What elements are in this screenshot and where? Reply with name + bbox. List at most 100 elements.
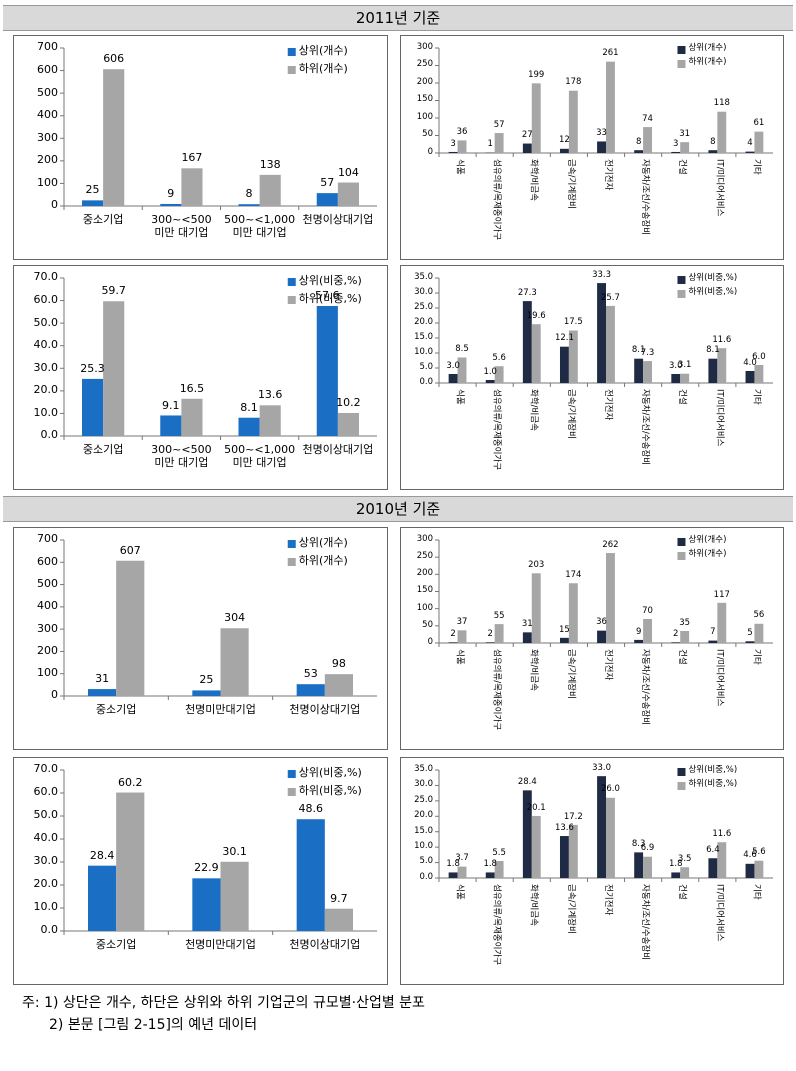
data-label: 3.0 xyxy=(669,360,683,371)
bar xyxy=(316,305,338,436)
y-tick-label: 0 xyxy=(427,636,433,647)
data-label: 8.3 xyxy=(631,839,646,850)
bar xyxy=(597,283,606,383)
y-tick-label: 400 xyxy=(37,599,58,613)
legend-swatch xyxy=(287,558,296,566)
x-tick-label: 기타 xyxy=(751,884,762,900)
data-label: 117 xyxy=(713,589,730,600)
chart-panel: 0.0 10.0 20.0 30.0 40.0 50.0 60.0 70.0 중소기업 25.3 5… xyxy=(13,265,388,490)
y-tick-label: 25.0 xyxy=(414,794,433,805)
note: 1) 상단은 개수, 하단은 상위와 하위 기업군의 규모별·산업별 분포 xyxy=(44,995,425,1011)
x-tick-label: 천명이상대기업 xyxy=(289,938,361,951)
y-tick-label: 100 xyxy=(37,666,58,680)
y-tick-label: 20.0 xyxy=(414,810,433,821)
data-label: 60.2 xyxy=(118,775,143,789)
x-tick-label: 전기전자 xyxy=(602,389,613,421)
bar xyxy=(680,867,690,878)
data-label: 7 xyxy=(710,627,716,638)
y-tick-label: 50 xyxy=(422,619,433,630)
bar xyxy=(745,371,755,383)
data-label: 31 xyxy=(95,672,110,686)
x-tick-label: 화학/비금속 xyxy=(528,159,539,201)
y-tick-label: 100 xyxy=(37,175,58,189)
data-label: 12.1 xyxy=(554,333,574,344)
y-tick-label: 100 xyxy=(416,111,433,122)
bar xyxy=(708,858,718,878)
y-tick-label: 35.0 xyxy=(414,763,433,774)
bar xyxy=(160,415,182,436)
y-tick-label: 300 xyxy=(37,130,58,144)
data-label: 199 xyxy=(528,70,545,81)
bar xyxy=(745,641,755,643)
x-tick-label: IT/미디어서비스 xyxy=(714,389,725,447)
x-tick-label: 중소기업 xyxy=(95,938,137,951)
legend-label: 상위(개수) xyxy=(688,43,727,54)
x-tick-label: 식품 xyxy=(454,649,465,665)
chart-plot xyxy=(60,769,377,935)
y-tick-label: 70.0 xyxy=(33,270,59,284)
chart-plot xyxy=(435,768,773,882)
data-label: 11.6 xyxy=(712,828,732,839)
data-label: 3.5 xyxy=(677,853,692,864)
legend-label: 하위(개수) xyxy=(688,57,727,68)
legend-label: 상위(비중,%) xyxy=(688,273,738,284)
y-tick-label: 300 xyxy=(416,533,433,544)
y-tick-label: 300 xyxy=(416,41,433,52)
legend-swatch xyxy=(287,278,296,286)
data-label: 2 xyxy=(673,628,679,639)
y-tick-label: 500 xyxy=(37,85,58,99)
data-label: 17.5 xyxy=(563,317,583,328)
bar xyxy=(745,863,755,878)
x-tick-label: 화학/비금속 xyxy=(528,649,539,691)
y-tick-label: 15.0 xyxy=(414,825,433,836)
x-tick-label: 자동차/조선/수송장비 xyxy=(640,649,651,726)
bar xyxy=(606,553,615,643)
legend-swatch xyxy=(287,540,296,548)
data-label: 7.3 xyxy=(640,347,655,358)
data-label: 9.1 xyxy=(162,398,180,412)
y-tick-label: 30.0 xyxy=(414,286,433,297)
data-label: 5 xyxy=(747,627,753,638)
legend-label: 상위(개수) xyxy=(298,535,348,549)
x-tick-label: IT/미디어서비스 xyxy=(714,159,725,217)
y-tick-label: 20.0 xyxy=(33,877,59,891)
data-label: 57.6 xyxy=(315,289,340,303)
x-tick-label: 건설 xyxy=(677,884,688,900)
data-label: 607 xyxy=(119,543,141,557)
bar xyxy=(643,127,653,153)
y-tick-label: 0.0 xyxy=(40,428,59,442)
data-label: 57 xyxy=(320,176,335,190)
x-tick-label: 식품 xyxy=(454,884,465,900)
data-label: 8.1 xyxy=(631,345,646,356)
bar xyxy=(559,836,569,878)
legend-label: 하위(개수) xyxy=(298,553,348,567)
bar xyxy=(238,417,260,436)
y-tick-label: 30.0 xyxy=(33,360,59,374)
x-tick-label: 500~<1,000 미만 대기업 xyxy=(224,213,296,239)
data-label: 27 xyxy=(521,130,533,141)
y-tick-label: 0.0 xyxy=(40,923,59,937)
bar xyxy=(597,141,606,153)
y-tick-label: 0.0 xyxy=(419,871,433,882)
y-tick-label: 600 xyxy=(37,554,58,568)
chart-plot xyxy=(435,46,773,157)
data-label: 61 xyxy=(753,118,765,129)
bar xyxy=(324,908,354,931)
x-tick-label: 화학/비금속 xyxy=(528,884,539,926)
bar xyxy=(337,412,360,436)
legend-swatch xyxy=(677,276,686,284)
section-header: 2010년 기준 xyxy=(3,496,793,522)
bar xyxy=(708,640,718,643)
bar xyxy=(103,301,125,436)
y-tick-label: 10.0 xyxy=(414,841,433,852)
bar xyxy=(259,174,281,206)
y-tick-label: 30.0 xyxy=(414,779,433,790)
data-label: 28.4 xyxy=(517,777,537,788)
bar xyxy=(754,365,764,383)
data-label: 8 xyxy=(710,136,716,147)
bar xyxy=(457,630,467,643)
y-tick-label: 5.0 xyxy=(419,361,433,372)
data-label: 8.5 xyxy=(455,344,469,355)
bar xyxy=(559,637,569,643)
data-label: 27.3 xyxy=(517,287,537,298)
